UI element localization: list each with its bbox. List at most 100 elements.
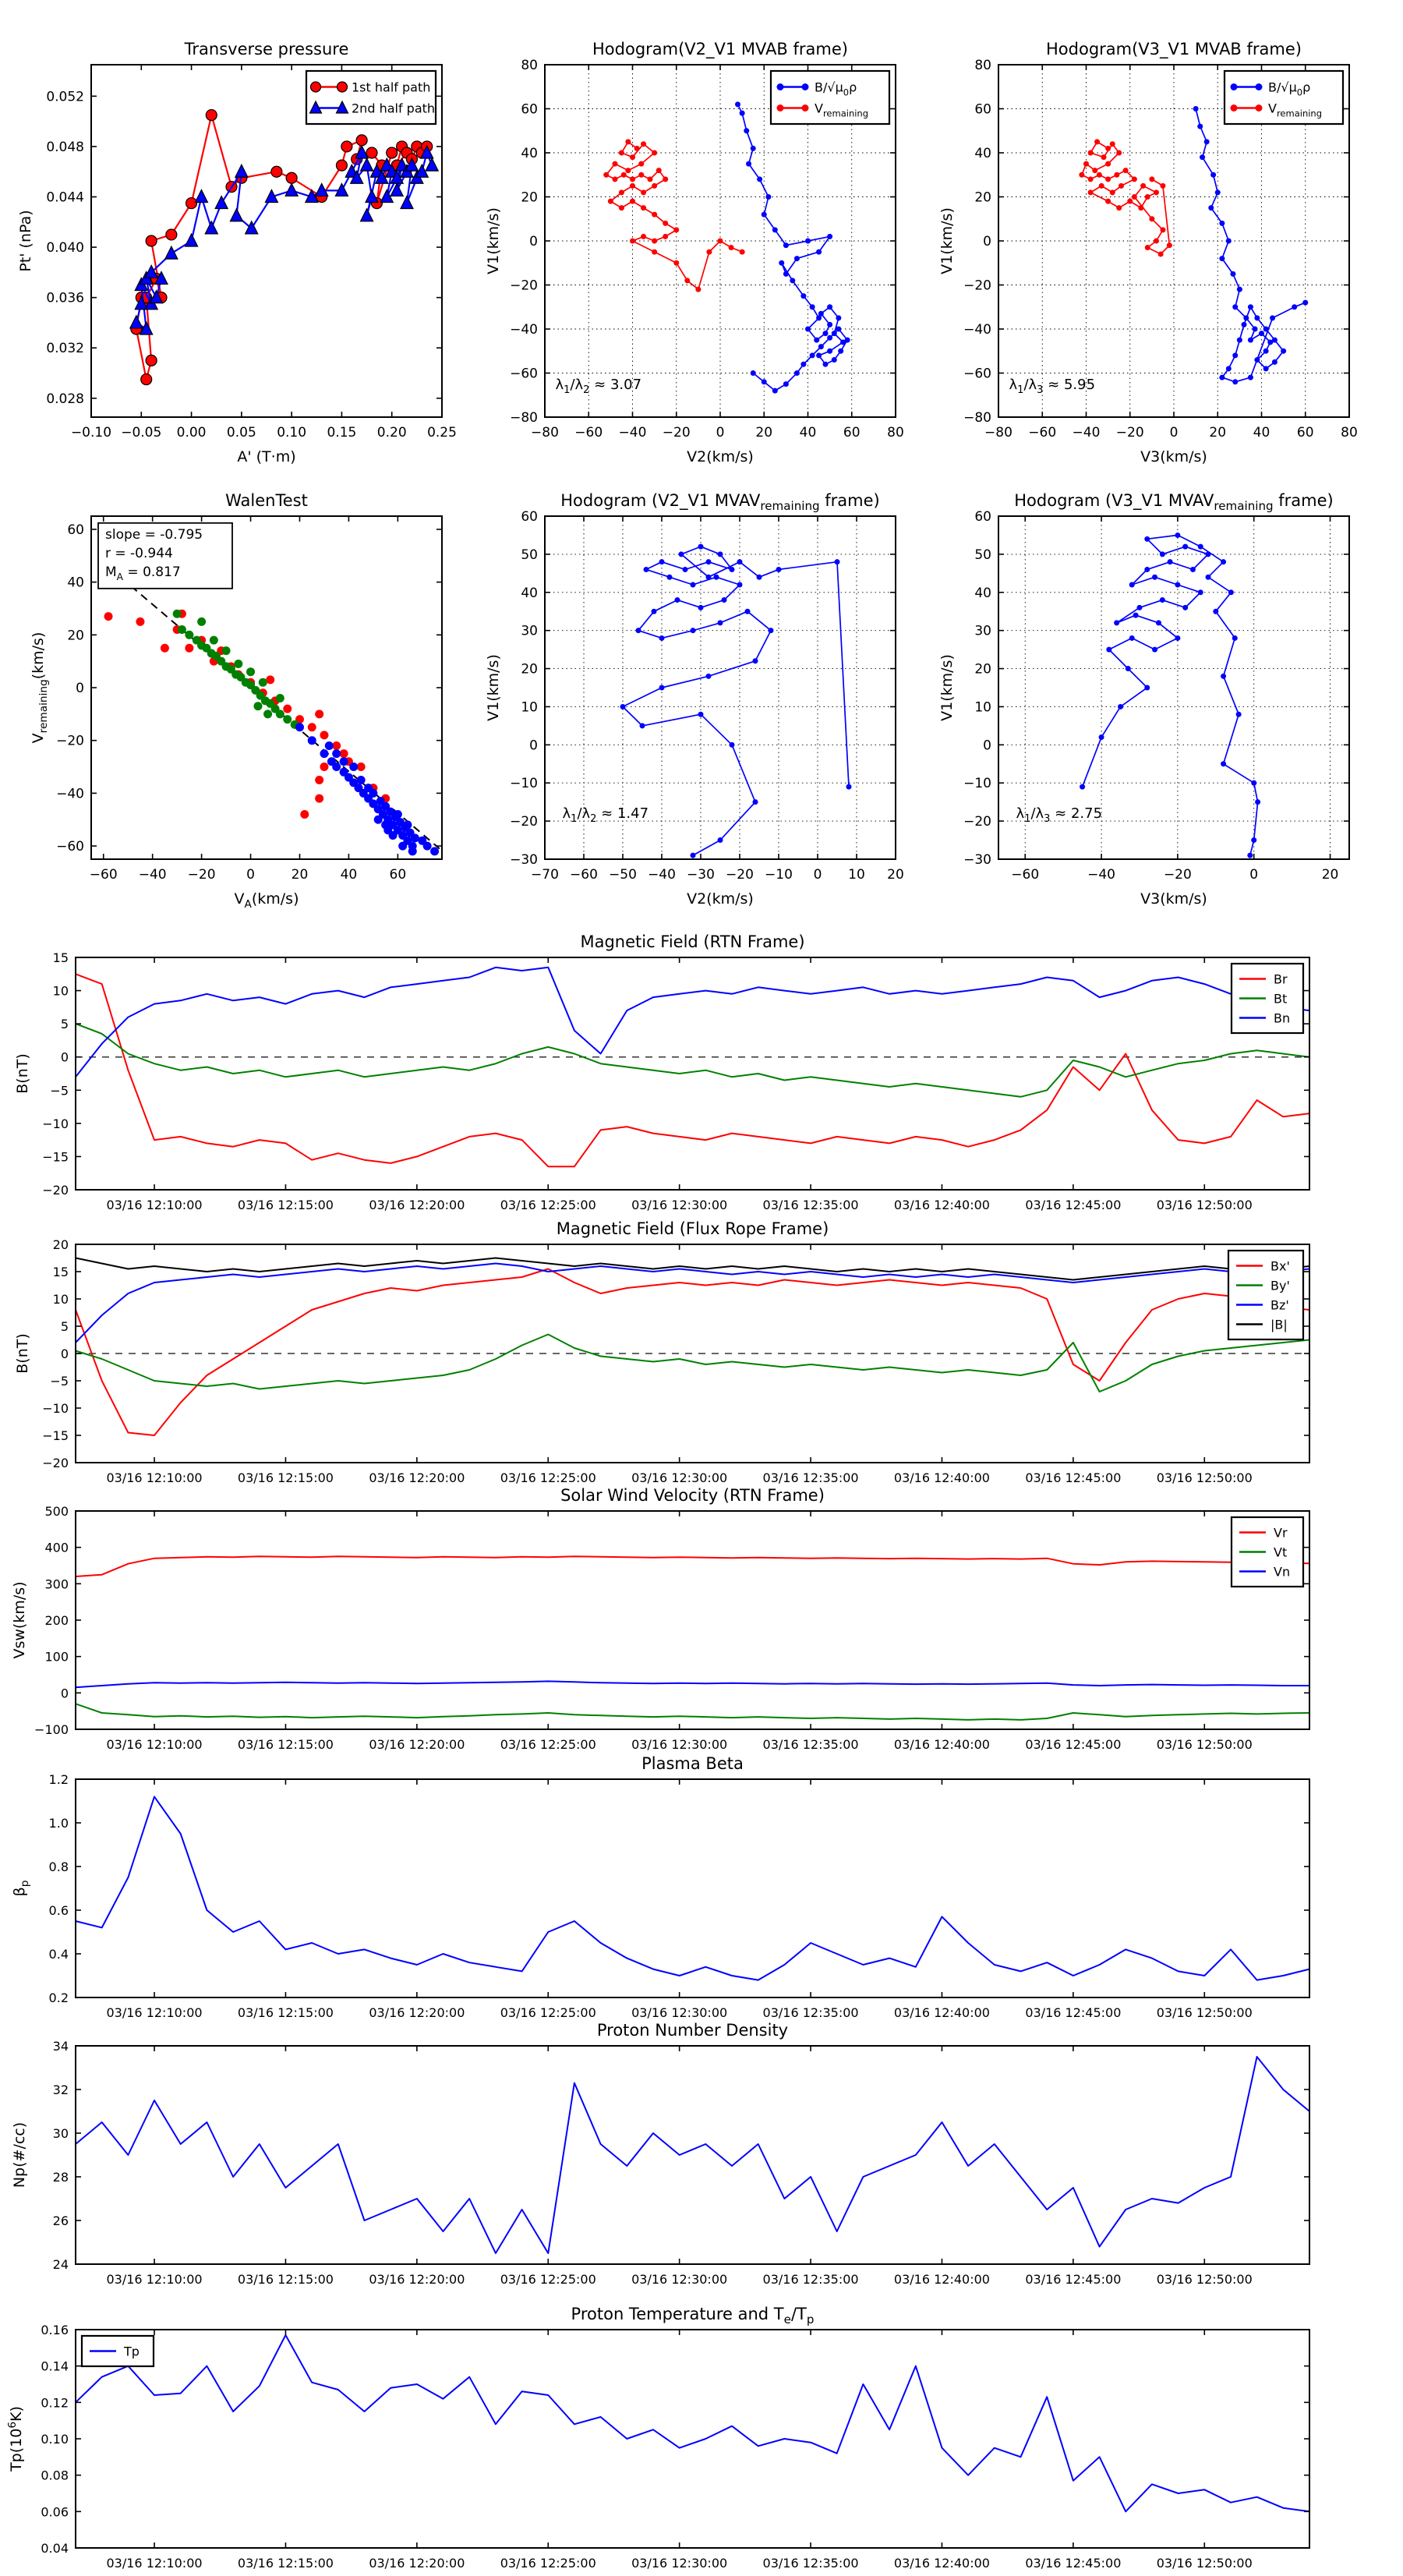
y-tick-label: 0 — [529, 738, 538, 753]
marker-dot — [750, 370, 756, 376]
marker-dot — [1080, 784, 1086, 790]
y-tick-label: −60 — [963, 366, 991, 382]
series-beta-p — [75, 1796, 1310, 1981]
legend-label: Bx' — [1270, 1259, 1290, 1274]
marker-dot — [1221, 761, 1227, 767]
marker-dot — [652, 211, 658, 218]
x-tick-label: 03/16 12:15:00 — [238, 2272, 334, 2287]
panel-magnetic-field-rtn: 03/16 12:10:00 03/16 12:15:00 03/16 12:20:… — [14, 932, 1310, 1212]
marker-dot — [1159, 551, 1165, 557]
x-tick-label: −70 — [531, 867, 559, 883]
x-tick-label: 03/16 12:50:00 — [1157, 2005, 1253, 2020]
y-tick-label: 0.04 — [41, 2541, 69, 2556]
axes-frame — [75, 957, 1310, 1191]
marker-dot — [221, 646, 231, 656]
marker-dot — [647, 176, 653, 182]
marker-circle — [335, 159, 348, 172]
info-box-frame — [97, 522, 233, 589]
marker-dot — [663, 176, 669, 182]
x-tick-label: 03/16 12:40:00 — [894, 2272, 990, 2287]
marker-dot — [1154, 238, 1159, 244]
annotation-text: λ1/λ3 ≈ 2.75 — [1016, 805, 1103, 825]
series-line — [75, 1257, 1310, 1281]
marker-dot — [1225, 366, 1232, 372]
x-tick-label: 03/16 12:50:00 — [1157, 2272, 1253, 2287]
marker-triangle — [415, 163, 429, 178]
marker-dot — [630, 154, 635, 161]
series-line — [75, 2056, 1310, 2254]
y-tick-label: −10 — [42, 1116, 69, 1131]
marker-dot — [768, 628, 774, 634]
marker-dot — [1114, 620, 1120, 626]
y-axis-label: B(nT) — [14, 1333, 31, 1374]
marker-dot — [1259, 331, 1264, 337]
marker-dot — [1144, 244, 1150, 250]
x-tick-label: 20 — [887, 867, 904, 883]
y-tick-label: 26 — [53, 2213, 69, 2228]
marker-dot — [332, 741, 341, 750]
x-tick-label: 03/16 12:20:00 — [369, 2272, 465, 2287]
y-tick-label: 0.8 — [49, 1859, 69, 1874]
y-tick-label: 300 — [44, 1576, 69, 1591]
marker-dot — [652, 249, 658, 255]
marker-dot — [339, 749, 348, 759]
marker-dot — [332, 763, 341, 772]
x-tick-label: 03/16 12:10:00 — [107, 2556, 203, 2571]
marker-dot — [1219, 256, 1225, 262]
y-tick-label: −20 — [510, 814, 538, 830]
marker-dot — [1129, 635, 1135, 641]
x-tick-label: 03/16 12:35:00 — [763, 2005, 859, 2020]
legend-frame — [305, 69, 437, 126]
marker-dot — [1175, 582, 1181, 588]
x-tick-label: 03/16 12:10:00 — [107, 1198, 203, 1212]
x-tick-label: 0.25 — [427, 425, 457, 441]
axes-frame — [90, 64, 443, 418]
series-line — [75, 1023, 1310, 1098]
marker-dot — [705, 574, 712, 580]
series-bz-prime — [75, 1262, 1310, 1343]
y-tick-label: 0 — [61, 1050, 69, 1065]
y-tick-label: 60 — [974, 102, 991, 118]
y-tick-label: 0 — [529, 234, 538, 249]
marker-dot — [717, 238, 723, 244]
series-line — [75, 2334, 1310, 2513]
marker-dot — [1251, 780, 1257, 786]
legend-label: 2nd half path — [352, 101, 435, 116]
x-tick-label: 03/16 12:25:00 — [500, 1198, 596, 1212]
y-tick-label: 1.0 — [49, 1816, 69, 1831]
x-tick-label: 03/16 12:50:00 — [1157, 1470, 1253, 1485]
marker-dot — [838, 348, 844, 354]
y-tick-label: 0.2 — [49, 1990, 69, 2005]
x-tick-label: −80 — [531, 425, 559, 441]
marker-dot — [1232, 635, 1238, 641]
series-line — [75, 1680, 1309, 1689]
marker-dot — [320, 749, 329, 759]
x-tick-label: −20 — [1164, 867, 1192, 883]
marker-dot — [612, 161, 618, 167]
marker-triangle — [214, 195, 229, 210]
y-tick-label: 30 — [53, 2126, 69, 2141]
marker-dot — [765, 194, 772, 200]
marker-dot — [603, 172, 610, 178]
x-tick-label: 40 — [341, 867, 358, 883]
plot-background — [76, 2330, 1309, 2548]
marker-dot — [816, 352, 822, 359]
marker-triangle — [334, 182, 349, 197]
plot-background — [76, 1779, 1309, 1997]
marker-dot — [1254, 315, 1260, 321]
marker-dot — [1167, 559, 1173, 565]
y-tick-label: 30 — [521, 624, 538, 639]
series-line — [622, 546, 850, 856]
marker-dot — [706, 249, 712, 255]
marker-dot — [283, 715, 292, 724]
marker-dot — [663, 233, 669, 239]
panel-solar-wind-velocity: 03/16 12:10:00 03/16 12:15:00 03/16 12:20:… — [11, 1486, 1310, 1752]
x-axis-label: V3(km/s) — [1140, 448, 1207, 465]
y-tick-label: −20 — [42, 1183, 69, 1198]
series-vt — [75, 1703, 1310, 1721]
marker-dot — [682, 566, 688, 572]
marker-dot — [1270, 315, 1276, 321]
marker-dot — [639, 723, 645, 729]
x-tick-label: 03/16 12:40:00 — [894, 2556, 990, 2571]
marker-triangle — [374, 169, 389, 184]
